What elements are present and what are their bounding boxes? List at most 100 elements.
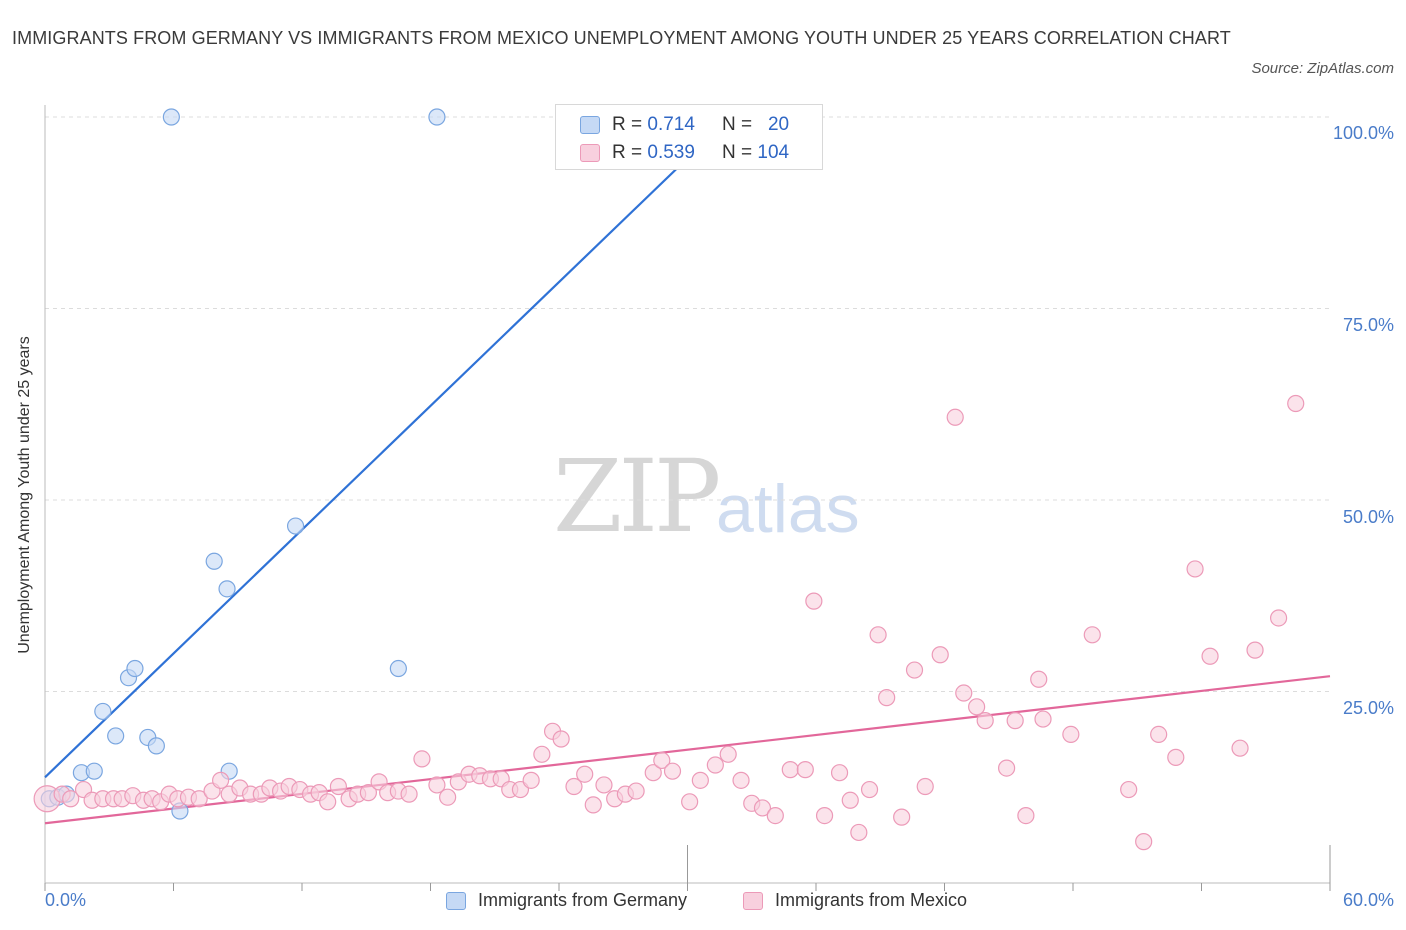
germany-point — [85, 762, 103, 780]
mexico-point — [653, 751, 671, 770]
mexico-point — [663, 762, 682, 780]
mexico-point — [428, 776, 446, 794]
germany-point — [218, 580, 236, 598]
mexico-point — [976, 712, 994, 730]
mexico-point — [576, 765, 594, 783]
mexico-point — [439, 788, 457, 806]
trend-lines — [44, 116, 1331, 825]
mexico-point — [753, 799, 772, 817]
mexico-point — [766, 806, 784, 825]
mexico-r-label: R = — [612, 142, 643, 163]
mexico-point — [1231, 739, 1249, 757]
mexico-point — [1062, 725, 1080, 743]
mexico-point — [946, 408, 964, 426]
axes — [44, 105, 1331, 891]
germany-point — [147, 737, 165, 755]
mexico-point — [1083, 626, 1101, 644]
germany-point — [389, 659, 407, 678]
mexico-point — [805, 592, 823, 610]
mexico-point — [319, 793, 337, 811]
mexico-point — [732, 771, 750, 789]
mexico-point — [190, 790, 208, 808]
germany-n-value: 20 — [767, 114, 790, 135]
mexico-point — [1135, 833, 1153, 851]
germany-n-label: N = — [722, 114, 753, 135]
x-tick-max: 60.0% — [1342, 890, 1394, 910]
mexico-point — [706, 756, 724, 774]
y-tick-50: 50.0% — [1342, 507, 1394, 527]
germany-point — [126, 659, 144, 678]
germany-point — [107, 727, 125, 745]
mexico-point — [1150, 725, 1168, 743]
germany-r-label: R = — [612, 114, 643, 135]
germany-legend-label: Immigrants from Germany — [478, 890, 688, 910]
mexico-point — [1186, 560, 1204, 578]
mexico-point — [830, 764, 849, 782]
mexico-point — [359, 784, 377, 802]
germany-point — [286, 517, 305, 535]
mexico-point — [1246, 641, 1264, 659]
mexico-point — [916, 777, 934, 796]
mexico-point — [796, 761, 814, 779]
mexico-point — [893, 808, 911, 826]
mexico-legend-swatch — [743, 891, 763, 910]
mexico-point — [212, 771, 230, 789]
mexico-point — [869, 626, 887, 644]
mexico-point — [595, 776, 613, 794]
data-points — [33, 108, 1305, 851]
mexico-swatch — [580, 144, 600, 162]
germany-point — [428, 108, 446, 126]
watermark-zip: ZIP — [553, 438, 721, 555]
mexico-point — [1287, 394, 1305, 413]
y-axis-label: Unemployment Among Youth under 25 years — [16, 336, 33, 654]
germany-point — [94, 702, 112, 721]
mexico-point — [522, 771, 540, 789]
mexico-r-value: 0.539 — [647, 142, 695, 163]
mexico-point — [1201, 647, 1219, 665]
mexico-point — [533, 745, 551, 763]
grid-lines — [45, 116, 1330, 692]
mexico-point — [413, 750, 431, 768]
mexico-point — [565, 777, 583, 796]
y-tick-25: 25.0% — [1342, 698, 1394, 718]
mexico-point — [1030, 670, 1048, 688]
mexico-point — [815, 806, 834, 825]
legend-row-mexico: R = 0.539 N = 104 — [580, 140, 789, 166]
mexico-point — [644, 764, 662, 782]
mexico-point — [400, 785, 418, 803]
trend-line-germany — [44, 116, 732, 779]
mexico-point — [627, 782, 645, 800]
series-legend-germany: Immigrants from Germany — [446, 890, 687, 911]
germany-point — [162, 108, 180, 126]
mexico-point — [931, 646, 949, 664]
mexico-point — [681, 793, 699, 811]
mexico-point — [968, 698, 986, 716]
mexico-point — [850, 823, 868, 842]
germany-swatch — [580, 116, 600, 134]
mexico-point — [905, 661, 924, 679]
germany-point — [205, 552, 223, 570]
mexico-point — [1034, 710, 1052, 728]
mexico-legend-label: Immigrants from Mexico — [775, 890, 968, 910]
germany-r-value: 0.714 — [647, 114, 695, 135]
mexico-point — [1269, 609, 1288, 627]
chart-title: IMMIGRANTS FROM GERMANY VS IMMIGRANTS FR… — [12, 28, 1231, 48]
mexico-point — [955, 684, 973, 702]
x-tick-min: 0.0% — [45, 890, 87, 910]
mexico-point — [1167, 748, 1185, 766]
mexico-point — [552, 730, 570, 748]
series-legend-mexico: Immigrants from Mexico — [743, 890, 967, 911]
mexico-point — [691, 771, 709, 789]
mexico-point — [1017, 806, 1035, 825]
mexico-point — [1006, 712, 1024, 730]
mexico-point — [860, 780, 879, 799]
mexico-point — [998, 759, 1016, 777]
source-label: Source: ZipAtlas.com — [1251, 60, 1394, 77]
correlation-legend: R = 0.714 N = 20 R = 0.539 N = 104 — [555, 104, 823, 170]
mexico-point — [62, 790, 80, 808]
legend-row-germany: R = 0.714 N = 20 — [580, 112, 789, 138]
mexico-point — [781, 761, 799, 779]
germany-legend-swatch — [446, 891, 466, 910]
mexico-n-label: N = — [722, 142, 753, 163]
